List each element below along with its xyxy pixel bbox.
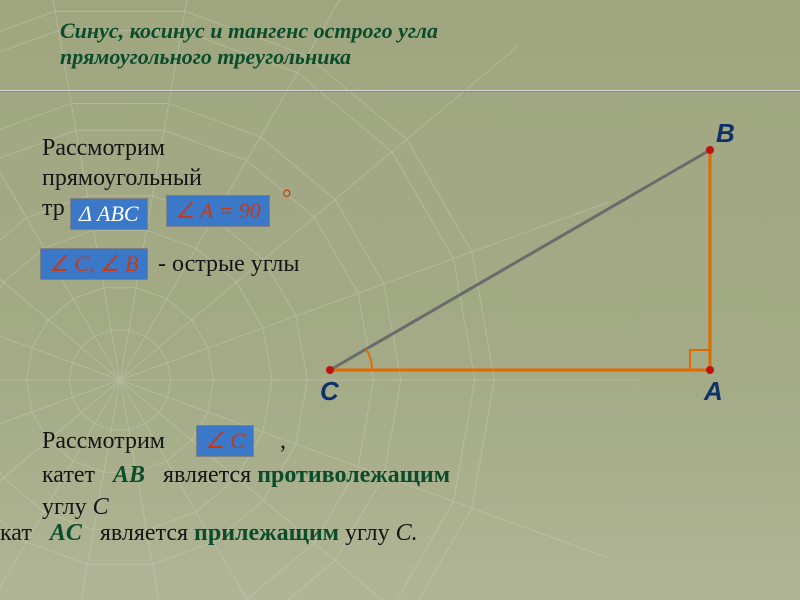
- badge-angle-a90: ∠ A = 90: [166, 195, 270, 227]
- title-divider: [0, 90, 800, 92]
- consider-text-1a: Рассмотрим: [42, 135, 165, 162]
- katet-ab-is: является: [163, 462, 251, 488]
- badge-triangle-abc: Δ ABC: [70, 198, 148, 230]
- katet-ab-opposite: противолежащим: [257, 462, 450, 488]
- consider-text-2: Рассмотрим: [42, 428, 165, 455]
- badge-text-abc: Δ ABC: [79, 201, 139, 226]
- katet-ab-angle: углу: [42, 494, 87, 520]
- badge-text-a90: ∠ A = 90: [175, 198, 261, 223]
- triangle-diagram: [300, 120, 760, 400]
- title-line-2: прямоугольного треугольника: [60, 44, 438, 70]
- katet-ab-line: катет AB является противолежащим: [42, 462, 450, 489]
- degree-sign: °: [282, 186, 292, 213]
- katet-ac-adjacent: прилежащим: [194, 520, 339, 546]
- katet-ac-ac: AC: [50, 520, 82, 546]
- badge-text-cb: ∠ C, ∠ B: [49, 251, 139, 276]
- katet-ab-ab: AB: [113, 462, 145, 488]
- title-line-1: Синус, косинус и тангенс острого угла: [60, 18, 438, 44]
- katet-ac-c: C.: [396, 520, 418, 546]
- katet-ab-line2: углу C: [42, 494, 109, 521]
- slide-title: Синус, косинус и тангенс острого угла пр…: [60, 18, 438, 70]
- consider-text-1b: прямоугольный: [42, 165, 202, 192]
- slide: Синус, косинус и тангенс острого угла пр…: [0, 0, 800, 600]
- badge-angles-cb: ∠ C, ∠ B: [40, 248, 148, 280]
- vertex-label-a: A: [704, 376, 723, 407]
- katet-ac-angle: углу: [345, 520, 390, 546]
- katet-ac-word: кат: [0, 520, 32, 546]
- comma-after-badge: ,: [280, 428, 286, 455]
- katet-ac-is: является: [100, 520, 188, 546]
- vertex-label-c: C: [320, 376, 339, 407]
- katet-ab-c: C: [93, 494, 109, 520]
- acute-angles-text: - острые углы: [158, 251, 300, 278]
- badge-angle-c: ∠ C: [196, 425, 254, 457]
- consider-text-1c: тр: [42, 195, 65, 222]
- katet-ab-word: катет: [42, 462, 95, 488]
- badge-text-angle-c: ∠ C: [205, 428, 245, 453]
- vertex-label-b: B: [716, 118, 735, 149]
- katet-ac-line: кат AC является прилежащим углу C.: [0, 520, 418, 547]
